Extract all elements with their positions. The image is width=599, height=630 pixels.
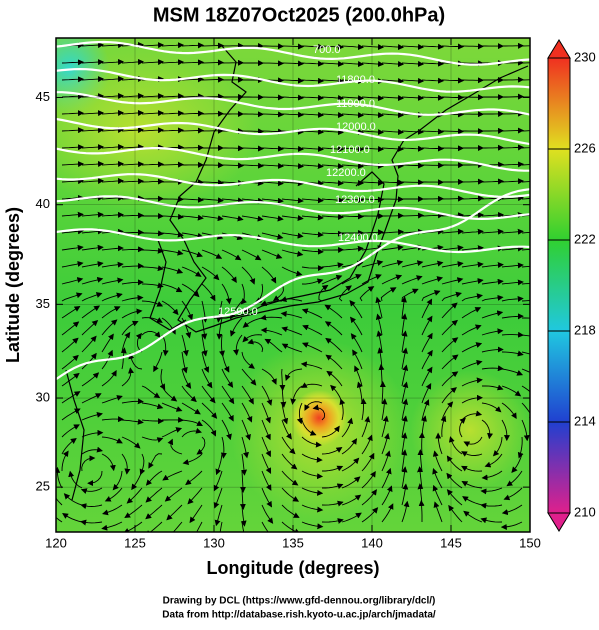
y-tick-label: 45: [36, 89, 50, 104]
contour-label: 12200.0: [326, 167, 366, 179]
y-tick-label: 25: [36, 479, 50, 494]
colorbar-extend-bottom: [548, 513, 570, 531]
streamline: [502, 97, 523, 98]
colorbar-extend-top: [548, 40, 570, 58]
streamline: [162, 165, 183, 166]
colorbar-tick-label: 218: [574, 322, 596, 337]
streamline: [142, 181, 163, 182]
contour-label: 11800.0: [336, 74, 375, 86]
streamline: [502, 130, 523, 131]
streamline: [262, 63, 283, 64]
contour-label: 700.0: [313, 44, 341, 56]
contour-label: 12300.0: [335, 194, 375, 206]
streamline: [422, 433, 423, 454]
contour-label: 11900.0: [336, 98, 375, 110]
colorbar-tick-label: 226: [574, 140, 596, 155]
colorbar: [548, 58, 570, 513]
streamline: [202, 45, 223, 46]
map-field: 700.0 11800.0 11900.0 12000.0 12100.0 12200.0…: [20, 25, 543, 543]
streamline: [442, 199, 463, 200]
x-tick-label: 145: [440, 535, 462, 550]
colorbar-tick-label: 222: [574, 231, 596, 246]
streamline: [522, 45, 543, 46]
streamline: [202, 63, 223, 64]
streamline: [462, 182, 483, 183]
footer-credit: Drawing by DCL (https://www.gfd-dennou.o…: [163, 596, 436, 607]
contour-label: 12500.0: [218, 306, 258, 318]
y-tick-label: 30: [36, 389, 50, 404]
colorbar-tick-label: 210: [574, 504, 596, 519]
x-tick-label: 140: [361, 535, 383, 550]
x-tick-label: 125: [124, 535, 146, 550]
streamline: [342, 216, 363, 217]
y-tick-label: 40: [36, 196, 50, 211]
streamline: [182, 130, 203, 131]
x-tick-label: 120: [45, 535, 67, 550]
map-title: MSM 18Z07Oct2025 (200.0hPa): [153, 4, 445, 26]
colorbar-tick-label: 230: [574, 49, 596, 64]
streamline: [242, 131, 263, 132]
x-tick-label: 150: [519, 535, 541, 550]
y-tick-label: 35: [36, 296, 50, 311]
x-axis-label: Longitude (degrees): [206, 558, 379, 578]
contour-label: 12100.0: [330, 144, 370, 156]
x-tick-label: 135: [282, 535, 304, 550]
y-axis-label: Latitude (degrees): [3, 207, 23, 363]
streamline: [442, 131, 463, 132]
contour-label: 12000.0: [336, 121, 376, 133]
streamline: [522, 301, 543, 302]
colorbar-tick-label: 214: [574, 413, 596, 428]
streamline: [422, 165, 443, 166]
footer-source: Data from http://database.rish.kyoto-u.a…: [162, 610, 436, 621]
x-tick-label: 130: [203, 535, 225, 550]
streamline: [202, 80, 223, 81]
